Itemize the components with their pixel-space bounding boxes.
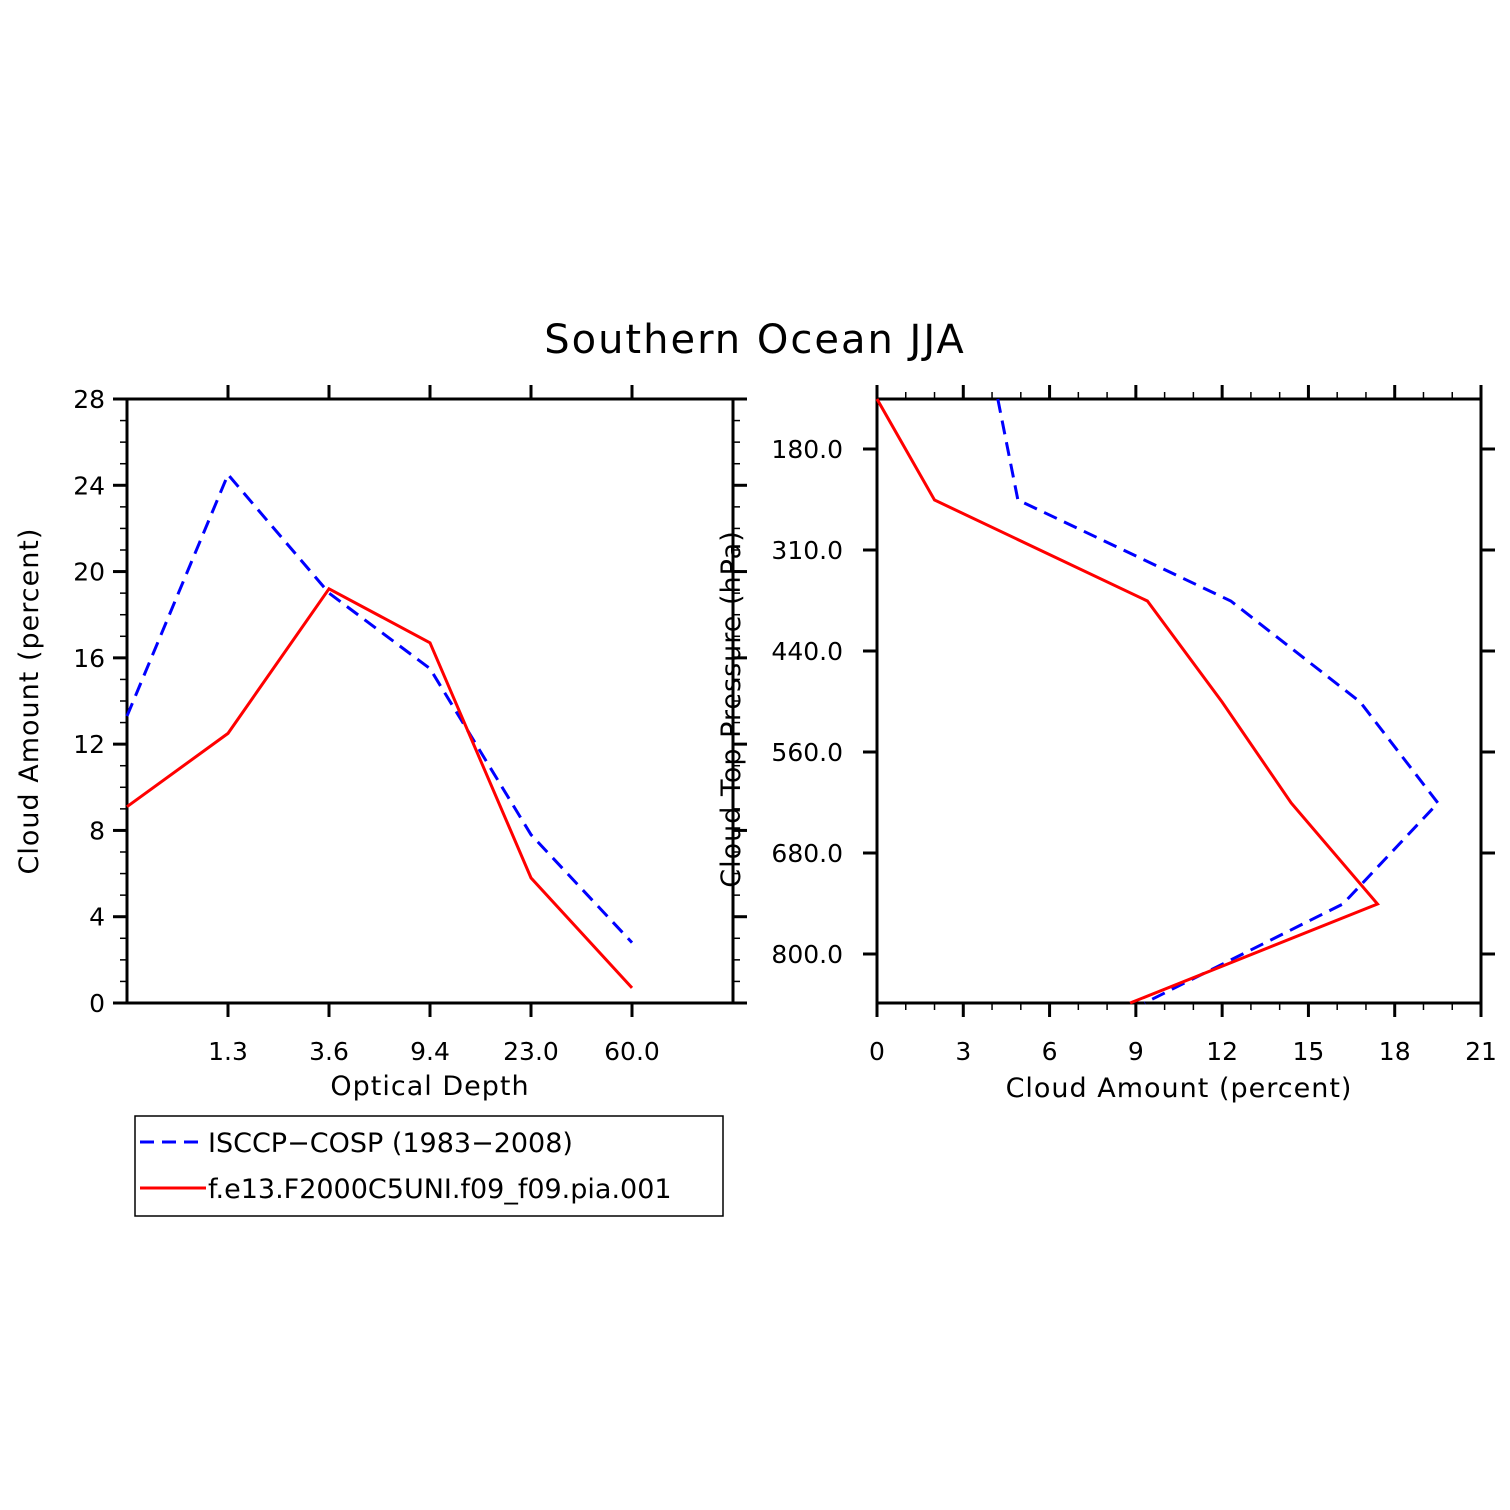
y-tick-label: 0	[89, 989, 105, 1018]
y-axis-label: Cloud Top Pressure (hPa)	[716, 530, 747, 888]
series-line-model	[126, 586, 634, 989]
legend-box	[134, 1115, 724, 1217]
y-axis-label: Cloud Amount (percent)	[14, 528, 45, 875]
y-tick-label: 20	[73, 558, 105, 587]
y-tick-label: 560.0	[771, 738, 843, 767]
y-tick-label: 680.0	[771, 839, 843, 868]
x-tick-label: 18	[1379, 1037, 1411, 1066]
legend-label-model: f.e13.F2000C5UNI.f09_f09.pia.001	[208, 1174, 672, 1205]
plot-frame	[875, 397, 1483, 1005]
x-tick-label: 3.6	[309, 1037, 349, 1066]
y-tick-label: 310.0	[771, 536, 843, 565]
chart-title: Southern Ocean JJA	[544, 317, 966, 363]
y-tick-label: 28	[73, 385, 105, 414]
y-tick-label: 440.0	[771, 637, 843, 666]
y-tick-label: 12	[73, 730, 105, 759]
x-tick-label: 23.0	[503, 1037, 559, 1066]
x-axis-label: Optical Depth	[330, 1071, 529, 1102]
x-tick-label: 60.0	[604, 1037, 660, 1066]
optical-depth-panel: 0 4 8 12 16 20 24 28 1.3 3.6 9.4 23.0 60.0 Optical De…	[14, 385, 747, 1102]
y-tick-label: 800.0	[771, 940, 843, 969]
x-tick-label: 12	[1206, 1037, 1238, 1066]
x-tick-label: 1.3	[208, 1037, 248, 1066]
x-tick-label: 15	[1293, 1037, 1325, 1066]
x-tick-label: 6	[1042, 1037, 1058, 1066]
y-tick-label: 4	[89, 903, 105, 932]
x-tick-label: 0	[869, 1037, 885, 1066]
y-tick-label: 16	[73, 644, 105, 673]
y-tick-label: 180.0	[771, 435, 843, 464]
series-line-model	[875, 398, 1380, 1005]
plot-frame	[125, 397, 735, 1005]
x-tick-label: 21	[1465, 1037, 1497, 1066]
x-tick-label: 3	[955, 1037, 971, 1066]
series-line-isccp	[996, 398, 1440, 1005]
pressure-panel: 0 3 6 9 12 15 18 21 180.0 310.0 440.0 560.0 680.0 800…	[716, 385, 1497, 1104]
series-line-isccp	[125, 471, 634, 944]
legend: ISCCP−COSP (1983−2008) f.e13.F2000C5UNI.…	[134, 1115, 724, 1217]
legend-label-isccp: ISCCP−COSP (1983−2008)	[208, 1128, 573, 1159]
x-axis-label: Cloud Amount (percent)	[1006, 1073, 1353, 1104]
x-tick-label: 9	[1128, 1037, 1144, 1066]
y-tick-label: 8	[89, 816, 105, 845]
y-tick-label: 24	[73, 471, 105, 500]
x-tick-label: 9.4	[410, 1037, 450, 1066]
